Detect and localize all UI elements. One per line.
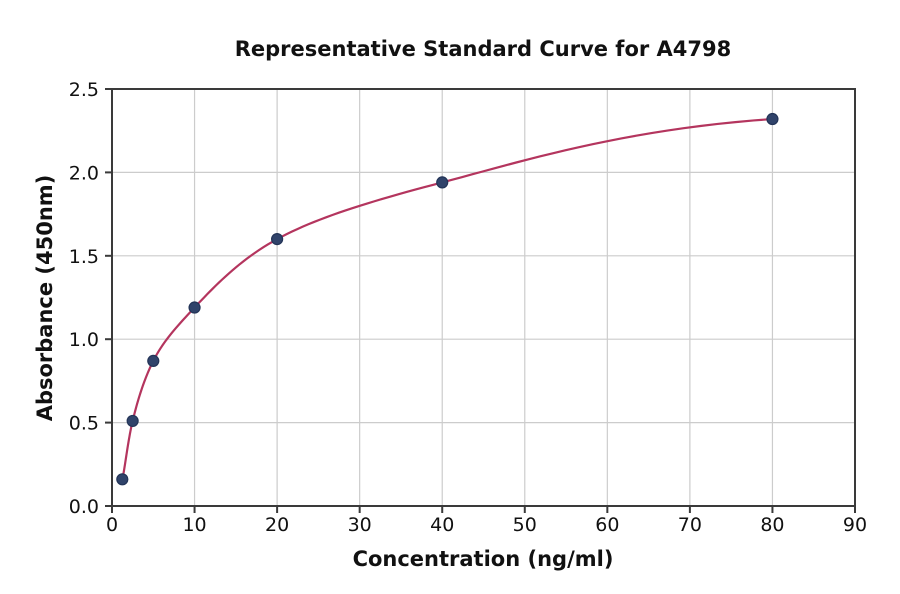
- y-tick-label: 1.0: [69, 329, 99, 351]
- plot-border: [111, 88, 856, 507]
- data-point: [436, 176, 449, 189]
- x-axis-label: Concentration (ng/ml): [353, 547, 614, 571]
- data-point: [126, 414, 139, 428]
- data-point: [271, 233, 284, 246]
- y-tick-label: 0.0: [69, 496, 99, 518]
- data-point: [147, 354, 160, 367]
- x-tick-label: 30: [348, 514, 372, 536]
- x-tick-label: 50: [513, 514, 537, 536]
- x-tick-label: 20: [265, 514, 289, 536]
- y-tick-label: 2.0: [69, 162, 99, 184]
- x-tick-label: 70: [678, 514, 702, 536]
- y-axis-label: Absorbance (450nm): [33, 175, 57, 422]
- data-point: [116, 473, 129, 486]
- data-point: [766, 112, 779, 126]
- y-tick-label: 2.5: [69, 79, 99, 101]
- y-tick-label: 0.5: [69, 413, 99, 435]
- chart-title: Representative Standard Curve for A4798: [235, 37, 732, 61]
- x-tick-label: 0: [106, 514, 118, 536]
- data-point: [188, 301, 201, 314]
- series-layer: [116, 112, 779, 486]
- x-tick-label: 60: [595, 514, 619, 536]
- grid-layer: [112, 89, 855, 506]
- axes-layer: 0 10 20 30 40 50 60 70 80 90 0.0 0.5 1.0 1.5 2.0 2.5: [69, 79, 867, 536]
- x-tick-label: 80: [760, 514, 784, 536]
- fitted-curve: [121, 117, 774, 481]
- x-tick-label: 40: [430, 514, 454, 536]
- x-tick-label: 90: [843, 514, 867, 536]
- y-tick-label: 1.5: [69, 246, 99, 268]
- x-tick-label: 10: [182, 514, 206, 536]
